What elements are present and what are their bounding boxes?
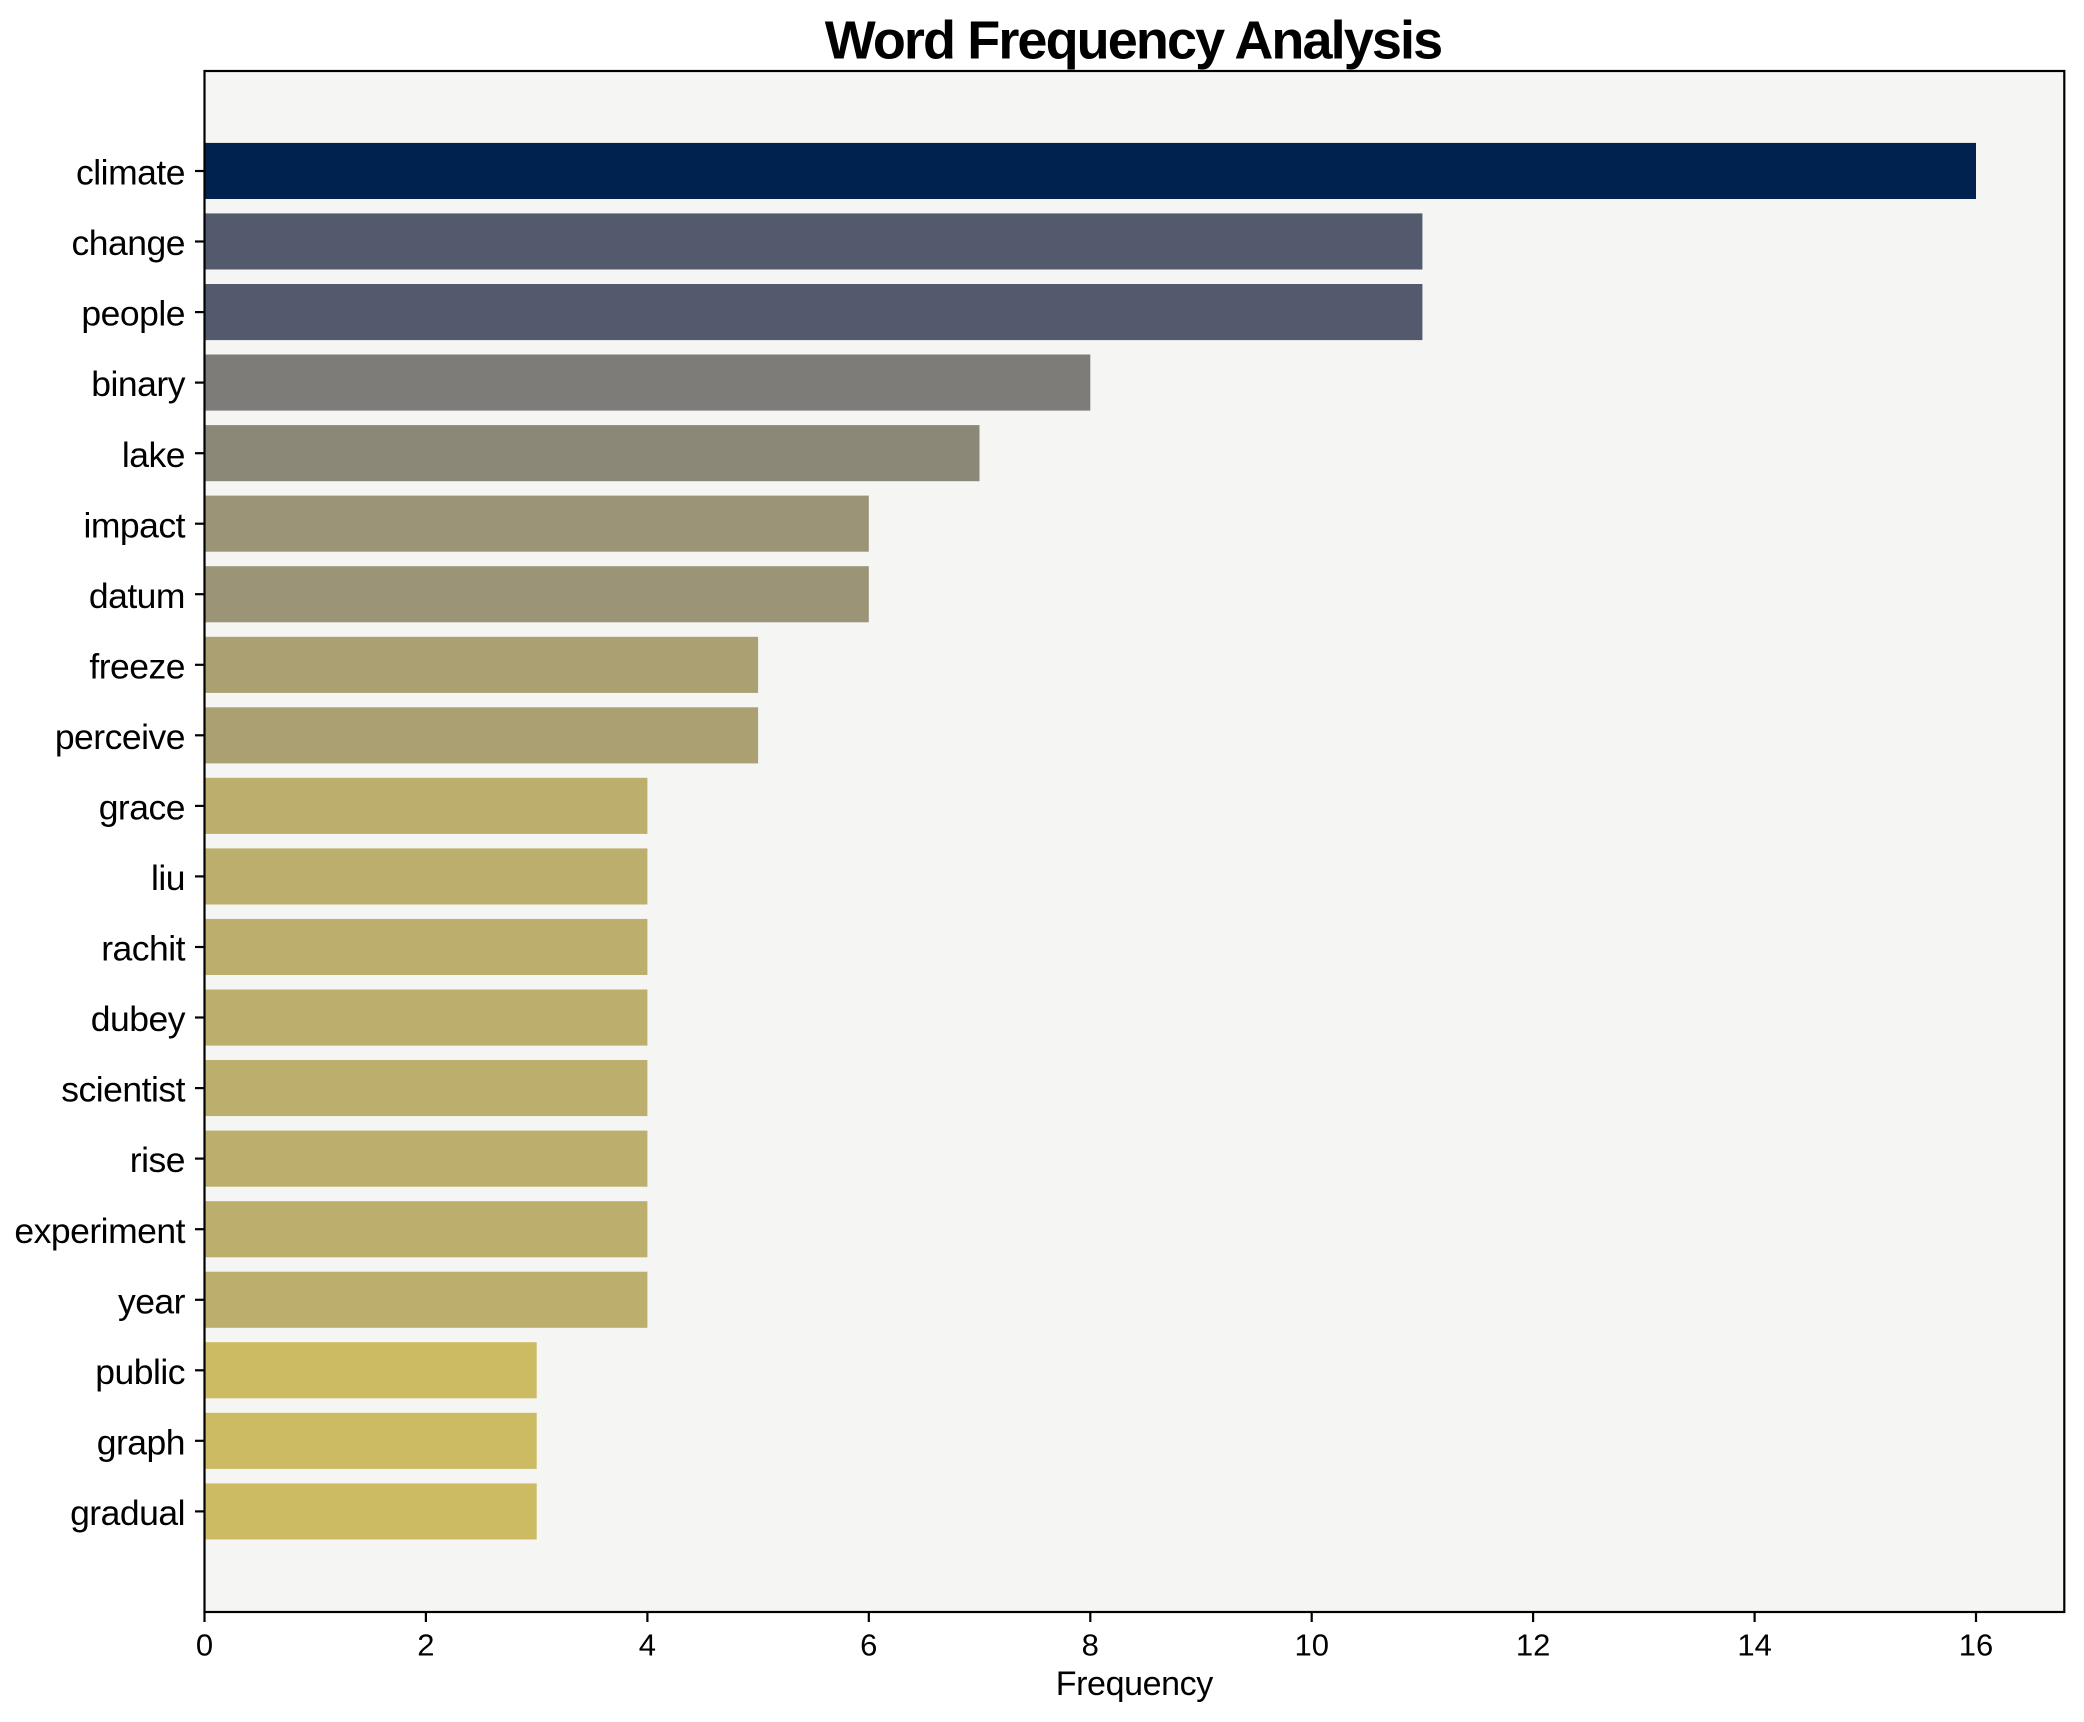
- svg-text:freeze: freeze: [89, 646, 185, 686]
- svg-text:datum: datum: [89, 576, 185, 616]
- svg-text:climate: climate: [76, 153, 185, 193]
- svg-text:Word Frequency Analysis: Word Frequency Analysis: [825, 11, 1441, 71]
- svg-text:experiment: experiment: [14, 1211, 185, 1251]
- svg-text:2: 2: [417, 1628, 434, 1663]
- svg-text:binary: binary: [91, 364, 185, 404]
- svg-text:public: public: [95, 1352, 185, 1392]
- svg-text:Frequency: Frequency: [1056, 1665, 1213, 1703]
- svg-text:14: 14: [1737, 1628, 1771, 1663]
- svg-text:impact: impact: [83, 505, 185, 545]
- svg-text:lake: lake: [122, 435, 185, 475]
- svg-text:4: 4: [639, 1628, 656, 1663]
- svg-text:gradual: gradual: [70, 1493, 185, 1533]
- svg-text:grace: grace: [99, 788, 185, 828]
- svg-text:rachit: rachit: [101, 929, 185, 969]
- svg-text:people: people: [81, 294, 185, 334]
- svg-text:10: 10: [1294, 1628, 1328, 1663]
- svg-text:year: year: [118, 1281, 186, 1321]
- svg-text:8: 8: [1082, 1628, 1099, 1663]
- svg-text:perceive: perceive: [55, 717, 185, 757]
- svg-text:6: 6: [860, 1628, 877, 1663]
- svg-text:rise: rise: [130, 1140, 185, 1180]
- svg-text:0: 0: [196, 1628, 213, 1663]
- svg-text:16: 16: [1959, 1628, 1993, 1663]
- svg-text:dubey: dubey: [91, 999, 186, 1039]
- svg-text:graph: graph: [97, 1422, 185, 1462]
- svg-text:liu: liu: [151, 858, 185, 898]
- svg-text:change: change: [72, 223, 185, 263]
- svg-text:scientist: scientist: [61, 1070, 185, 1110]
- svg-text:12: 12: [1516, 1628, 1550, 1663]
